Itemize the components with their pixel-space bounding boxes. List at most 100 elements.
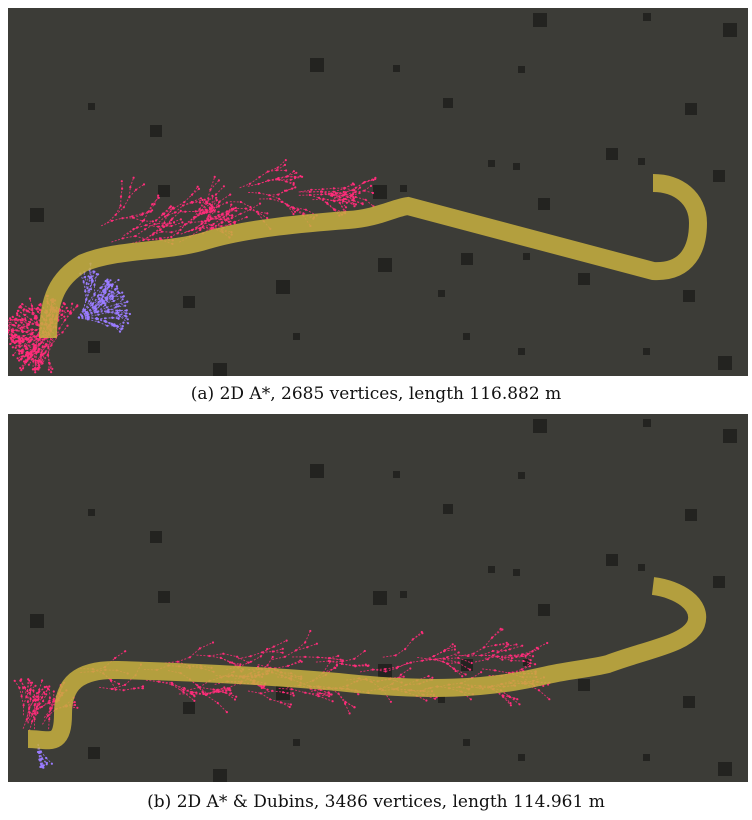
obstacle <box>88 747 100 759</box>
tree-vertex <box>509 704 512 707</box>
tree-edge <box>100 284 108 289</box>
tree-edge <box>112 292 120 300</box>
tree-vertex <box>41 362 44 365</box>
tree-vertex <box>34 359 37 362</box>
tree-edge <box>44 342 53 348</box>
tree-edge <box>29 321 38 326</box>
obstacle <box>373 591 387 605</box>
tree-vertex <box>27 363 30 366</box>
search-tree <box>8 159 377 374</box>
tree-edge <box>473 647 485 655</box>
tree-vertex <box>29 681 32 684</box>
tree-vertex <box>315 642 318 645</box>
tree-vertex <box>18 350 21 353</box>
tree-edge <box>309 193 322 196</box>
tree-vertex <box>18 359 21 362</box>
tree-edge <box>508 670 524 674</box>
tree-edge <box>458 657 472 664</box>
tree-edge <box>225 692 237 698</box>
tree-vertex <box>328 692 331 695</box>
tree-vertex <box>47 368 51 371</box>
tree-edge <box>116 301 128 305</box>
tree-vertex <box>223 686 226 689</box>
tree-edge <box>105 292 112 299</box>
tree-vertex <box>95 273 98 276</box>
tree-vertex <box>157 194 160 197</box>
tree-edge <box>258 180 269 185</box>
tree-edge <box>385 666 399 670</box>
tree-edge <box>35 318 40 326</box>
tree-edge <box>277 176 287 180</box>
tree-vertex <box>9 342 12 346</box>
tree-edge <box>40 751 42 760</box>
tree-vertex <box>285 639 288 642</box>
tree-edge <box>497 655 511 658</box>
tree-edge <box>272 656 285 660</box>
tree-edge <box>199 680 210 688</box>
tree-vertex <box>31 368 34 371</box>
tree-vertex <box>121 325 124 328</box>
tree-edge <box>112 292 123 298</box>
tree-edge <box>26 690 29 702</box>
tree-vertex <box>48 696 52 699</box>
tree-vertex <box>469 698 472 701</box>
tree-edge <box>199 201 208 214</box>
tree-edge <box>144 223 155 230</box>
tree-vertex <box>171 207 174 210</box>
tree-edge <box>194 209 202 218</box>
tree-edge <box>87 314 99 318</box>
tree-vertex <box>235 695 238 698</box>
tree-edge <box>110 679 120 685</box>
tree-edge <box>284 650 297 658</box>
tree-edge <box>322 661 331 673</box>
tree-edge <box>123 228 134 237</box>
tree-vertex <box>36 306 39 309</box>
tree-edge <box>295 646 308 651</box>
tree-edge <box>111 688 124 691</box>
tree-edge <box>41 700 50 708</box>
tree-edge <box>250 206 259 215</box>
tree-vertex <box>351 182 354 185</box>
tree-edge <box>185 227 197 233</box>
tree-vertex <box>225 212 228 215</box>
tree-edge <box>166 222 175 226</box>
obstacle <box>438 290 445 297</box>
tree-vertex <box>431 676 434 679</box>
tree-edge <box>152 229 161 236</box>
tree-edge <box>328 660 342 665</box>
tree-edge <box>87 318 99 323</box>
tree-vertex <box>284 159 287 162</box>
obstacle <box>158 185 170 197</box>
tree-edge <box>97 306 108 313</box>
tree-edge <box>132 213 143 217</box>
tree-vertex <box>434 697 437 700</box>
tree-vertex <box>457 651 460 654</box>
planned-path <box>39 174 708 339</box>
tree-edge <box>84 291 87 300</box>
tree-edge <box>290 176 303 181</box>
tree-vertex <box>245 216 248 219</box>
tree-edge <box>207 210 216 220</box>
tree-edge <box>433 650 445 657</box>
tree-vertex <box>76 706 79 709</box>
tree-vertex <box>501 628 504 631</box>
obstacle <box>461 253 473 265</box>
tree-vertex <box>29 356 32 359</box>
tree-edge <box>29 298 33 309</box>
tree-edge <box>34 691 40 701</box>
tree-edge <box>248 191 260 194</box>
tree-vertex <box>292 170 295 173</box>
tree-vertex <box>61 309 64 312</box>
tree-vertex <box>292 182 295 185</box>
tree-vertex <box>271 655 274 659</box>
tree-edge <box>85 290 90 301</box>
tree-vertex <box>509 702 512 705</box>
obstacle <box>683 696 695 708</box>
tree-edge <box>522 650 533 655</box>
tree-edge <box>211 213 223 220</box>
obstacle <box>683 290 695 302</box>
tree-vertex <box>19 306 22 309</box>
obstacle <box>718 356 732 370</box>
tree-vertex <box>372 178 375 181</box>
tree-vertex <box>14 346 17 349</box>
